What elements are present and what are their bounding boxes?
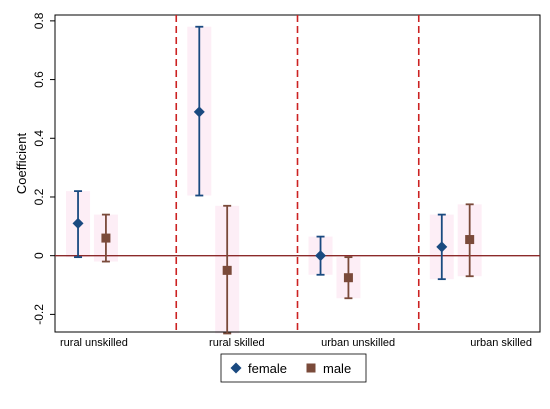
male-point-marker — [343, 273, 353, 283]
point-marker-layer — [72, 106, 475, 283]
male-point-marker — [101, 233, 111, 243]
legend-label: male — [323, 361, 351, 376]
category-label: urban unskilled — [321, 337, 395, 349]
y-tick-label: 0.8 — [32, 12, 46, 29]
category-label: rural unskilled — [60, 337, 128, 349]
category-label: urban skilled — [470, 337, 532, 349]
y-tick-label: 0.6 — [32, 71, 46, 88]
y-tick-label: 0 — [32, 252, 46, 259]
male-point-marker — [222, 265, 232, 275]
male-point-marker — [465, 235, 475, 245]
legend-label: female — [248, 361, 287, 376]
x-axis-category-labels: rural unskilled rural skilled urban unskil… — [60, 337, 532, 349]
female-point-marker — [436, 241, 448, 253]
y-tick-label: -0.2 — [32, 304, 46, 325]
y-axis: -0.2 0 0.2 0.4 0.6 0.8 — [32, 12, 55, 325]
female-point-marker — [72, 217, 84, 229]
y-axis-label: Coefficient — [14, 133, 29, 195]
female-point-marker — [315, 250, 327, 262]
legend-female-marker — [230, 362, 242, 374]
legend-box — [220, 353, 367, 383]
category-label: rural skilled — [209, 337, 265, 349]
female-point-marker — [193, 106, 205, 118]
separator-layer — [175, 15, 420, 332]
y-tick-label: 0.4 — [32, 130, 46, 147]
legend-male-marker — [306, 363, 316, 373]
legend: female male — [230, 361, 351, 376]
y-tick-label: 0.2 — [32, 188, 46, 205]
